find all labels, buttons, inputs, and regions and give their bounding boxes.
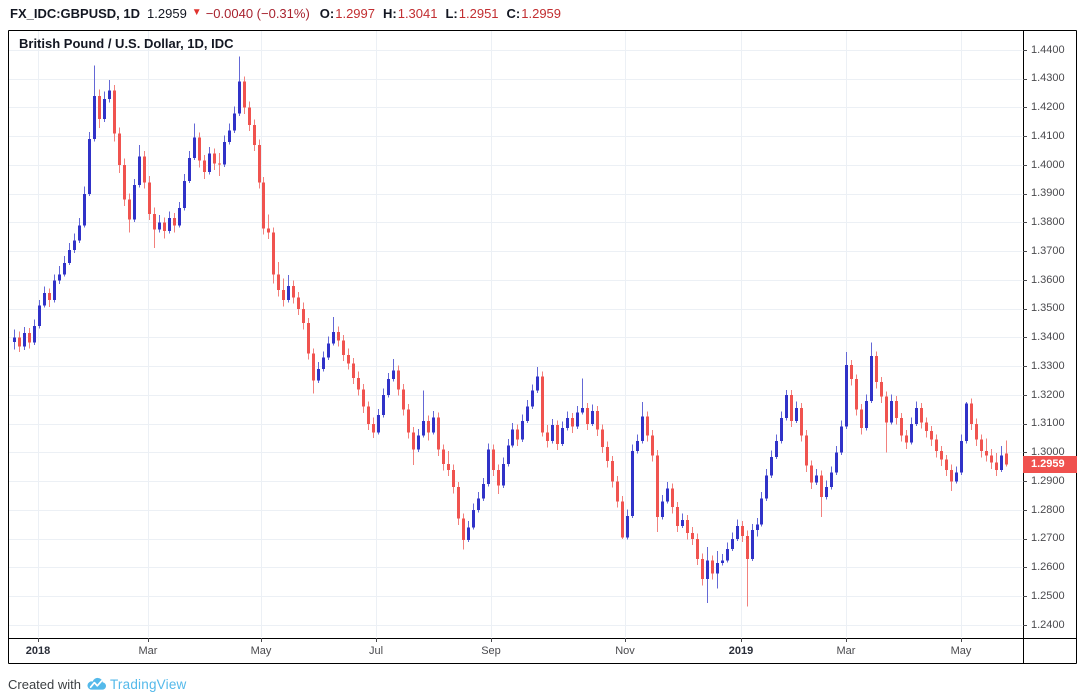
price-tick-label: 1.4100 xyxy=(1031,129,1065,142)
price-tick-label: 1.2900 xyxy=(1031,474,1065,487)
close-value: 1.2959 xyxy=(521,5,562,21)
symbol-name[interactable]: FX_IDC:GBPUSD, 1D xyxy=(10,5,141,21)
attribution: Created with TradingView xyxy=(8,674,186,694)
created-with-text: Created with xyxy=(8,676,81,692)
last-price: 1.2959 xyxy=(147,5,187,21)
time-tick-label: May xyxy=(950,645,972,657)
close-label: C: xyxy=(506,5,521,21)
price-tick-label: 1.2700 xyxy=(1031,532,1065,545)
price-tick-label: 1.2600 xyxy=(1031,561,1065,573)
time-tick-label: 2019 xyxy=(728,645,754,657)
price-tick-label: 1.3100 xyxy=(1031,417,1065,430)
time-tick-label: Mar xyxy=(138,645,158,657)
price-tick-label: 1.2800 xyxy=(1031,503,1065,516)
price-tick-label: 1.3700 xyxy=(1031,244,1065,257)
high-value: 1.3041 xyxy=(397,5,438,21)
price-tick-label: 1.3900 xyxy=(1031,187,1065,200)
price-tick-label: 1.4400 xyxy=(1031,43,1065,56)
low-label: L: xyxy=(445,5,458,21)
price-tick-label: 1.2400 xyxy=(1031,618,1065,631)
time-tick-label: May xyxy=(250,645,272,657)
time-tick-label: Sep xyxy=(481,645,501,657)
open-value: 1.2997 xyxy=(335,5,375,21)
price-tick-label: 1.3300 xyxy=(1031,359,1065,372)
price-tick-label: 1.4200 xyxy=(1031,101,1065,113)
price-tick-label: 1.3200 xyxy=(1031,388,1065,401)
price-tick-label: 1.3800 xyxy=(1031,216,1065,228)
symbol-info-bar[interactable]: FX_IDC:GBPUSD, 1D 1.2959 ▼ −0.0040 (−0.3… xyxy=(10,3,569,23)
price-change: −0.0040 (−0.31%) xyxy=(205,5,310,21)
open-label: O: xyxy=(319,5,335,21)
chart-title: British Pound / U.S. Dollar, 1D, IDC xyxy=(19,36,234,51)
high-label: H: xyxy=(383,5,397,21)
tradingview-brand-link[interactable]: TradingView xyxy=(109,676,187,692)
tradingview-logo-icon xyxy=(87,677,106,690)
price-tick-label: 1.3000 xyxy=(1031,446,1065,458)
price-tick-label: 1.4000 xyxy=(1031,158,1065,171)
time-tick-label: 2018 xyxy=(25,645,51,657)
time-tick-label: Nov xyxy=(615,645,635,657)
price-tick-label: 1.3600 xyxy=(1031,273,1065,286)
time-tick-label: Mar xyxy=(836,645,856,657)
last-price-badge: 1.2959 xyxy=(1023,455,1077,473)
price-tick-label: 1.3500 xyxy=(1031,302,1065,315)
price-tick-label: 1.3400 xyxy=(1031,331,1065,343)
down-arrow-icon: ▼ xyxy=(191,7,202,18)
price-tick-label: 1.4300 xyxy=(1031,72,1065,85)
low-value: 1.2951 xyxy=(458,5,499,21)
price-tick-label: 1.2500 xyxy=(1031,589,1065,602)
last-price-badge-text: 1.2959 xyxy=(1031,458,1065,471)
time-tick-label: Jul xyxy=(368,645,384,657)
